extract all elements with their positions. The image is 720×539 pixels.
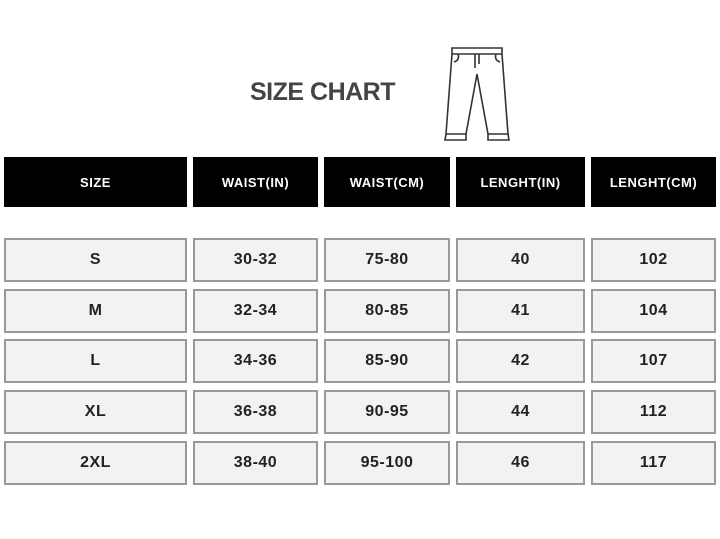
column-header: LENGHT(CM) [591,157,716,207]
table-cell: M [4,289,187,333]
table-cell: 102 [591,238,716,282]
table-cell: 95-100 [324,441,450,485]
table-cell: 41 [456,289,585,333]
table-cell: 30-32 [193,238,318,282]
table-cell: 32-34 [193,289,318,333]
table-cell: 34-36 [193,339,318,383]
page-title: SIZE CHART [250,78,396,106]
pants-icon [444,47,510,141]
table-cell: S [4,238,187,282]
table-cell: 38-40 [193,441,318,485]
table-cell: 46 [456,441,585,485]
table-cell: 44 [456,390,585,434]
table-cell: 75-80 [324,238,450,282]
column-header: WAIST(CM) [324,157,450,207]
table-cell: 104 [591,289,716,333]
table-cell: 85-90 [324,339,450,383]
table-cell: 80-85 [324,289,450,333]
table-cell: 112 [591,390,716,434]
table-cell: XL [4,390,187,434]
table-cell: 42 [456,339,585,383]
table-cell: 90-95 [324,390,450,434]
table-cell: 2XL [4,441,187,485]
column-header: SIZE [4,157,187,207]
table-cell: 107 [591,339,716,383]
table-cell: 40 [456,238,585,282]
table-cell: L [4,339,187,383]
table-cell: 36-38 [193,390,318,434]
column-header: LENGHT(IN) [456,157,585,207]
table-cell: 117 [591,441,716,485]
column-header: WAIST(IN) [193,157,318,207]
